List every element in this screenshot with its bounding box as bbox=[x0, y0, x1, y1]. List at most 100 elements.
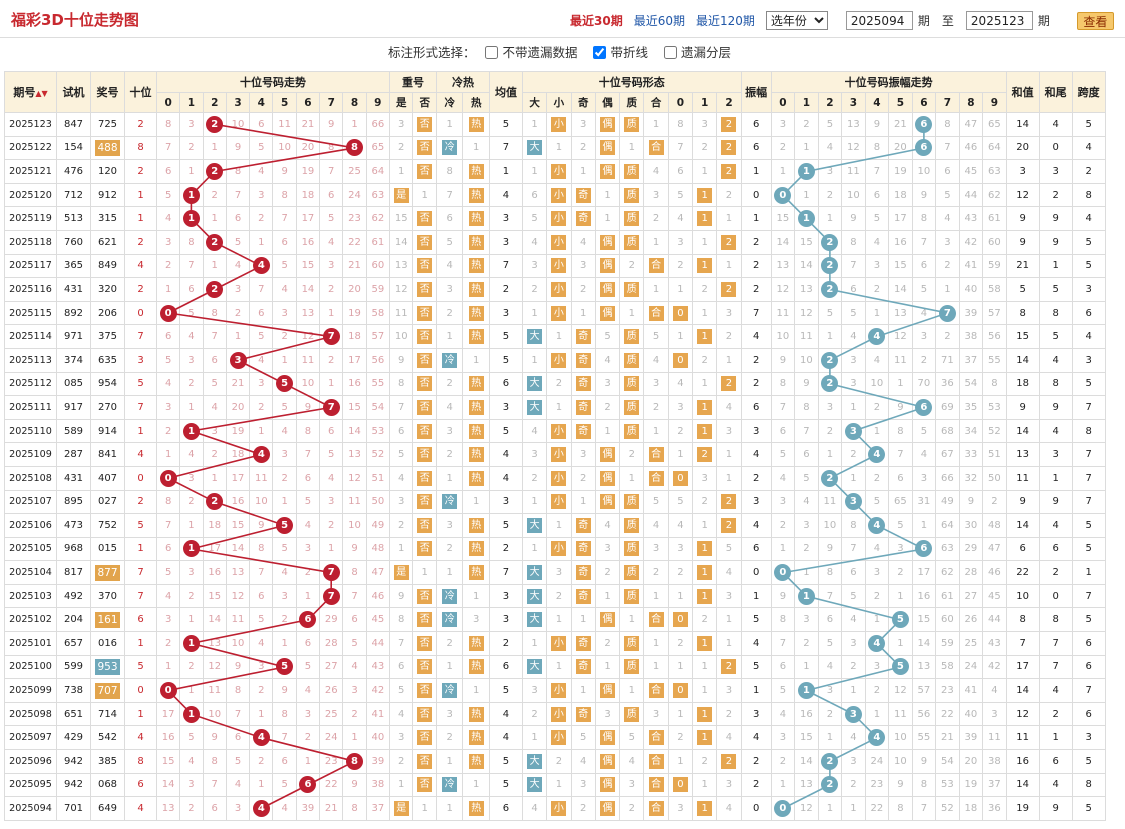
form-cell: 小 bbox=[546, 229, 572, 255]
form-tag: 奇 bbox=[575, 399, 591, 415]
form-cell: 4 bbox=[716, 560, 742, 585]
cell-span: 5 bbox=[1071, 371, 1106, 397]
form-cell: 1 bbox=[521, 159, 548, 184]
trend-miss: 13 bbox=[225, 560, 251, 585]
trend-miss: 5 bbox=[179, 725, 204, 751]
cell-sj: 847 bbox=[56, 112, 91, 137]
form-cell: 2 bbox=[692, 607, 718, 633]
amp-miss: 2 bbox=[864, 465, 890, 491]
cell-issue: 2025117 bbox=[4, 253, 57, 279]
cell-ten: 2 bbox=[124, 277, 157, 302]
to-issue-input[interactable] bbox=[965, 11, 1033, 30]
hotcold-cell: 热 bbox=[462, 465, 490, 491]
repeat-tag: 否 bbox=[417, 258, 433, 274]
repeat-cell: 否 bbox=[412, 701, 437, 727]
form-cell: 1 bbox=[692, 324, 718, 349]
form-tag: 质 bbox=[624, 163, 640, 179]
repeat-cell: 8 bbox=[388, 371, 414, 397]
col-ten: 十位 bbox=[124, 71, 157, 113]
amp-miss: 44 bbox=[958, 182, 984, 208]
trend-miss: 2 bbox=[319, 277, 344, 302]
trend-miss: 2 bbox=[272, 324, 297, 349]
query-button[interactable]: 查看 bbox=[1076, 11, 1114, 30]
trend-miss: 1 bbox=[202, 135, 227, 161]
nav-recent-30[interactable]: 最近30期 bbox=[570, 14, 623, 28]
form-tag: 1 bbox=[697, 329, 713, 345]
cell-span: 8 bbox=[1071, 182, 1106, 208]
cell-tail: 3 bbox=[1038, 442, 1073, 467]
form-cell: 4 bbox=[521, 229, 548, 255]
nav-recent-60[interactable]: 最近60期 bbox=[633, 14, 685, 28]
amp-miss: 1 bbox=[770, 159, 796, 184]
from-issue-input[interactable] bbox=[845, 11, 913, 30]
repeat-cell: 否 bbox=[412, 112, 437, 137]
trend-miss: 65 bbox=[365, 135, 390, 161]
trend-miss: 18 bbox=[295, 182, 321, 208]
option-polyline[interactable]: 带折线 bbox=[587, 45, 648, 60]
cell-span: 7 bbox=[1071, 489, 1106, 515]
amp-miss: 3 bbox=[817, 395, 843, 420]
form-cell: 2 bbox=[570, 277, 596, 302]
cell-sum: 11 bbox=[1005, 725, 1040, 751]
form-tag: 偶 bbox=[600, 234, 615, 250]
form-cell: 2 bbox=[716, 701, 742, 727]
form-cell: 大 bbox=[521, 749, 548, 774]
form-cell: 1 bbox=[643, 583, 669, 609]
trend-miss: 11 bbox=[295, 347, 321, 373]
table-row: 2025123 847 725 2 8 3 2 10 6 11 21 9 1 66 3 否 1 热 5 1 小 3 偶质 1 8… bbox=[4, 112, 1106, 137]
form-cell: 3 bbox=[643, 536, 669, 562]
repeat-cell: 1 bbox=[412, 796, 437, 821]
form-tag: 合 bbox=[648, 801, 664, 817]
cell-amp: 5 bbox=[740, 654, 772, 680]
option-no-miss[interactable]: 不带遗漏数据 bbox=[479, 45, 578, 60]
amp-miss: 9 bbox=[958, 489, 984, 515]
option-miss-layer-checkbox[interactable] bbox=[663, 46, 677, 59]
amp-miss: 42 bbox=[982, 654, 1007, 680]
trend-miss: 8 bbox=[272, 182, 297, 208]
amp-miss: 3 bbox=[841, 347, 866, 373]
form-tag: 偶 bbox=[600, 730, 615, 746]
cell-sj: 942 bbox=[56, 772, 91, 798]
cell-tail: 9 bbox=[1038, 489, 1073, 515]
cell-span: 4 bbox=[1071, 135, 1106, 161]
option-no-miss-checkbox[interactable] bbox=[485, 46, 499, 59]
trend-miss: 3 bbox=[179, 560, 204, 585]
trend-miss: 6 bbox=[202, 347, 227, 373]
repeat-cell: 否 bbox=[412, 135, 437, 161]
amp-ball: 6 bbox=[915, 540, 933, 558]
form-cell: 合 bbox=[643, 796, 669, 821]
cell-tail: 0 bbox=[1038, 583, 1073, 609]
trend-ball: 7 bbox=[322, 398, 340, 416]
form-cell: 3 bbox=[521, 678, 548, 703]
repeat-cell: 否 bbox=[412, 536, 437, 562]
trend-miss: 54 bbox=[365, 395, 390, 420]
amp-ball: 0 bbox=[774, 800, 792, 818]
form-cell: 2 bbox=[619, 796, 645, 821]
amp-miss: 60 bbox=[935, 607, 960, 633]
option-miss-layer[interactable]: 遗漏分层 bbox=[658, 45, 731, 60]
year-select[interactable]: 选年份 bbox=[765, 11, 828, 30]
form-cell: 小 bbox=[546, 418, 572, 444]
amp-hit: 1 bbox=[794, 206, 819, 231]
trend-hit: 6 bbox=[295, 607, 321, 633]
trend-miss: 21 bbox=[342, 253, 367, 279]
trend-miss: 7 bbox=[249, 277, 274, 302]
cell-amp: 2 bbox=[740, 253, 772, 279]
cell-sum: 14 bbox=[1005, 772, 1040, 798]
col-issue[interactable]: 期号▲▼ bbox=[4, 71, 57, 113]
amp-miss: 5 bbox=[864, 206, 890, 231]
nav-recent-120[interactable]: 最近120期 bbox=[695, 14, 755, 28]
trend-miss: 2 bbox=[155, 418, 181, 444]
option-polyline-checkbox[interactable] bbox=[593, 46, 607, 59]
amp-ball: 1 bbox=[797, 587, 815, 605]
form-cell: 3 bbox=[716, 678, 742, 703]
table-row: 2025122 154 488 8 7 2 1 9 5 10 20 8 8 65 2 否冷 1 7 大 1 2 偶 1 合 7 2… bbox=[4, 135, 1106, 161]
amp-miss: 23 bbox=[864, 772, 890, 798]
amp-miss: 11 bbox=[794, 324, 819, 349]
form-tag: 大 bbox=[527, 140, 543, 156]
trend-miss: 66 bbox=[365, 112, 390, 137]
repeat-cell: 3 bbox=[388, 725, 414, 751]
trend-miss: 7 bbox=[155, 513, 181, 538]
amp-miss: 70 bbox=[911, 371, 937, 397]
col-tail: 和尾 bbox=[1038, 71, 1073, 113]
